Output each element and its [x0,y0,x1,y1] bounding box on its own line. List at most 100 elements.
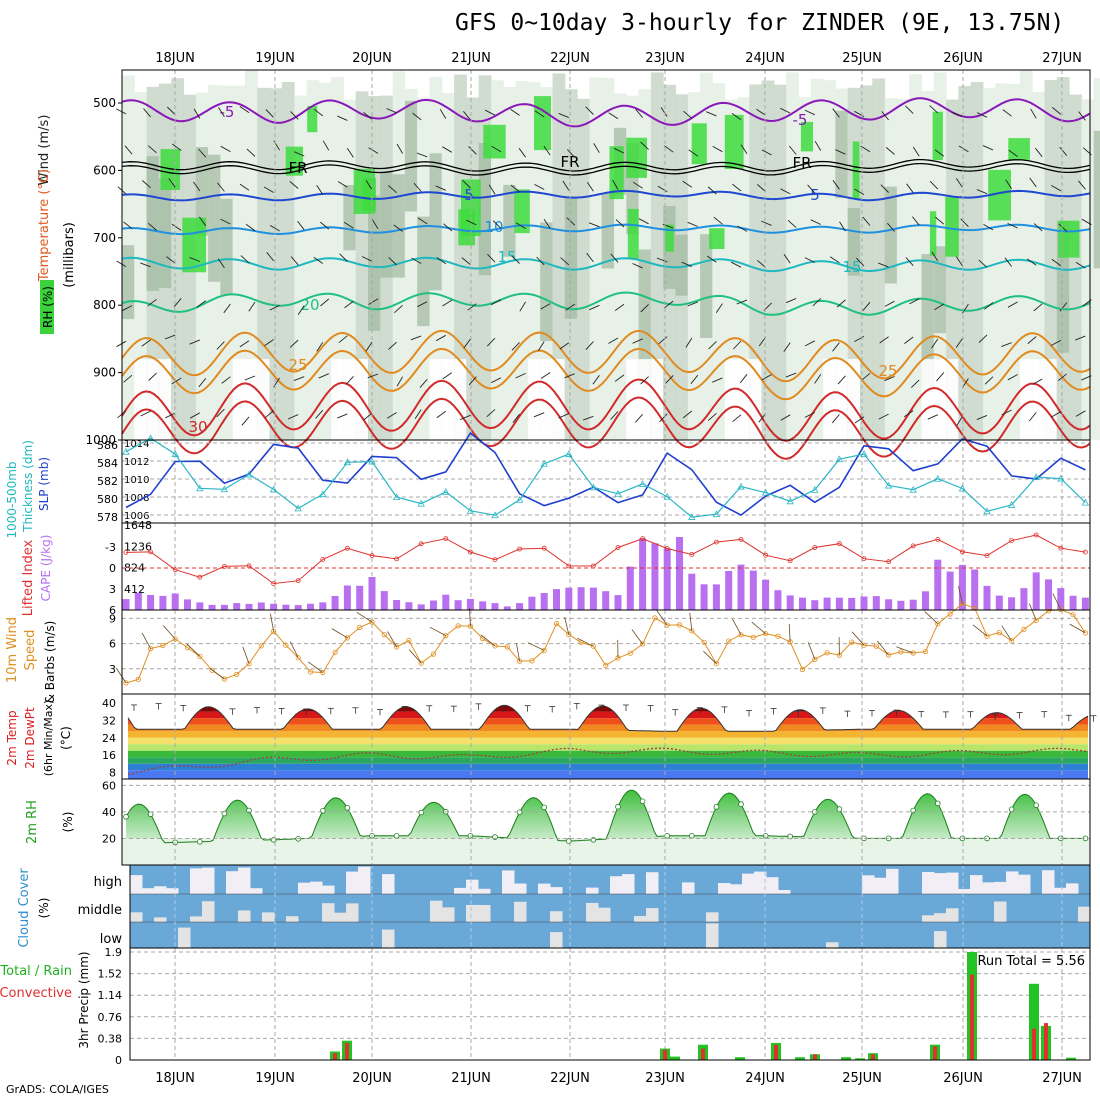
cloud-high-bar [766,877,779,894]
cape-bar [565,587,573,610]
wind-barb [757,259,766,268]
wind-barb [417,217,428,225]
wind-barb [761,374,772,381]
wind-barb [682,410,693,419]
wind-barb [960,218,969,228]
wind-barb [216,408,225,418]
rh-shading-column [687,92,701,440]
thickness-marker [934,474,942,482]
cloud-high-bar [550,887,563,894]
rh-high-cell [534,96,551,151]
wind-barb [269,225,280,232]
wind-barb [462,179,471,189]
cape-bar [319,602,327,610]
wind-barb [664,145,674,153]
wind-barb [388,257,397,266]
wind-barb [585,341,594,351]
cape-bar [343,585,351,610]
axis-tick-label: 1000 [85,433,116,447]
li-marker [615,545,621,550]
rh-marker [123,813,129,820]
rh-shading-column [1007,83,1021,441]
rh-marker [762,832,769,839]
wind-barb [196,300,207,308]
rh-dry-column [134,359,147,440]
precip-convective-bar [1044,1023,1048,1060]
rh-dry-column [146,359,159,440]
cloud-middle-bar [634,916,647,922]
wind-barb [490,377,502,384]
cloud-high-bar [382,874,395,894]
wind-barb [240,255,250,264]
wind-barb [804,109,815,116]
wind-barb [757,184,766,192]
wind-barb [880,184,889,193]
wind-barb [436,257,447,265]
rh-shading-column [773,84,787,440]
wind-barb [730,261,742,268]
wind-barb [536,256,545,266]
wind-barb [435,334,447,342]
wind10m-panel: 963 [109,586,1091,695]
cape-bar [491,603,499,610]
rh-shading-column [601,193,614,269]
cloud-level-label: low [100,932,123,947]
precip-tick-label: 1.9 [105,946,123,959]
wind-barb [685,337,693,348]
cloud-middle-bar [430,900,443,922]
rh-base-fill [122,838,1090,865]
rh-high-cell [307,106,318,133]
wind-barb [589,304,600,311]
precip-total-bar [1066,1057,1076,1060]
wind-speed-marker [246,660,252,667]
wind-barb [878,413,889,420]
contour-label: FR [792,154,811,172]
cloud-high-bar [454,887,467,894]
thickness-marker [786,497,794,505]
wind-barb [887,222,895,232]
wind-barb [408,649,422,664]
cloud-high-bar [538,883,551,894]
wind-speed-marker [762,631,769,637]
rh-shading-column [712,83,726,440]
wind-barb [338,335,348,344]
rh-shading-column [564,198,578,319]
wind-barb [270,613,274,632]
thickness-marker [122,447,130,455]
wind-barb [562,180,570,191]
rh-marker [418,809,425,816]
rh-area [126,790,1086,839]
cloud-middle-bar [586,902,599,922]
wind-barb [543,219,551,229]
temp-bands [128,705,1088,779]
rh-shading-column [318,82,332,440]
wind-barb [442,146,453,153]
wind-speed-marker [922,648,929,655]
rh-high-cell [160,149,181,190]
rh-shading-column [946,99,959,440]
wind-barb [566,149,576,158]
wind-barb [1058,223,1068,232]
rh-shading-column [208,154,221,282]
rh-tick-label: 60 [102,779,116,792]
li-tick-label: 6 [109,604,116,617]
li-marker [517,546,522,552]
precip-total-bar [855,1058,865,1060]
cape-bar [762,579,770,610]
wind-barb [851,631,865,646]
wind-barb [269,304,280,311]
precip-total-bar [1029,983,1039,1060]
li-marker [910,543,916,549]
wind-barb [162,625,176,640]
wind-barb [313,256,324,264]
wind-barb [511,255,520,264]
wind-barb [316,341,324,352]
thickness-marker [417,499,425,507]
temperature-contour [121,396,1091,460]
date-label-bottom: 27JUN [1042,1071,1082,1086]
wind-barb [198,148,207,158]
wind-barb [783,253,791,264]
rh2m-panel: 60 40 20 [102,778,1091,866]
wind-barb [371,219,379,230]
rh-dry-column [1019,359,1033,440]
